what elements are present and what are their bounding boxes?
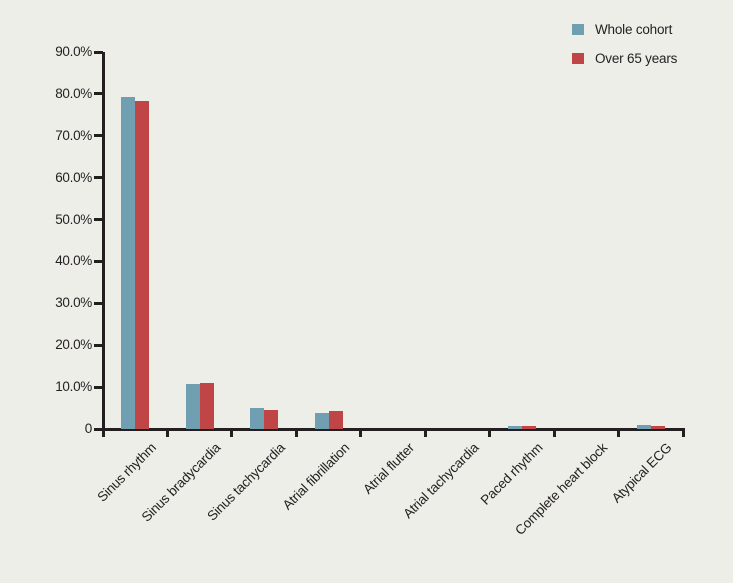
y-tick-label-90: 90.0% bbox=[55, 44, 92, 59]
x-category-label-sinus-rhythm: Sinus rhythm bbox=[94, 440, 159, 505]
y-tick-label-40: 40.0% bbox=[55, 253, 92, 269]
y-tick-30 bbox=[94, 301, 103, 305]
bar-over-65-years-sinus-rhythm bbox=[135, 100, 150, 429]
bar-whole-cohort-sinus-tachycardia bbox=[250, 408, 265, 429]
x-axis-line bbox=[102, 428, 684, 431]
x-tick-0 bbox=[101, 428, 105, 437]
y-tick-10 bbox=[94, 385, 103, 389]
bar-whole-cohort-sinus-rhythm bbox=[121, 97, 136, 429]
y-tick-50 bbox=[94, 218, 103, 222]
legend-label-whole-cohort: Whole cohort bbox=[595, 21, 673, 37]
y-tick-label-70: 70.0% bbox=[55, 127, 92, 143]
x-tick-6 bbox=[488, 428, 492, 437]
bar-whole-cohort-paced-rhythm bbox=[507, 426, 522, 429]
legend-swatch-whole-cohort bbox=[572, 23, 584, 35]
y-axis-line bbox=[102, 52, 105, 436]
x-tick-2 bbox=[230, 428, 234, 437]
x-tick-7 bbox=[552, 428, 556, 437]
x-tick-8 bbox=[617, 428, 621, 437]
y-tick-label-20: 20.0% bbox=[55, 337, 92, 353]
x-tick-5 bbox=[423, 428, 427, 437]
bar-over-65-years-atrial-fibrillation bbox=[328, 410, 343, 429]
y-tick-40 bbox=[94, 259, 103, 263]
bar-whole-cohort-atrial-fibrillation bbox=[314, 413, 329, 429]
y-tick-label-60: 60.0% bbox=[55, 169, 92, 185]
y-tick-label-50: 50.0% bbox=[55, 211, 92, 227]
bar-over-65-years-paced-rhythm bbox=[521, 425, 536, 429]
x-tick-3 bbox=[294, 428, 298, 437]
y-tick-70 bbox=[94, 134, 103, 138]
legend-item-whole-cohort: Whole cohort bbox=[572, 19, 677, 39]
x-category-label-atrial-flutter: Atrial flutter bbox=[359, 440, 417, 497]
x-category-label-paced-rhythm: Paced rhythm bbox=[477, 440, 546, 508]
chart-legend: Whole cohort Over 65 years bbox=[572, 19, 677, 77]
x-category-label-atypical-ecg: Atypical ECG bbox=[608, 440, 675, 506]
bar-whole-cohort-atypical-ecg bbox=[636, 424, 651, 429]
y-tick-20 bbox=[94, 343, 103, 347]
x-tick-9 bbox=[681, 428, 685, 437]
x-category-label-atrial-fibrillation: Atrial fibrillation bbox=[279, 440, 353, 513]
y-tick-label-10: 10.0% bbox=[55, 379, 92, 395]
bar-over-65-years-atypical-ecg bbox=[650, 426, 665, 429]
bar-whole-cohort-sinus-bradycardia bbox=[185, 383, 200, 429]
y-tick-label-0: 0 bbox=[84, 421, 93, 436]
x-tick-4 bbox=[359, 428, 363, 437]
y-tick-0 bbox=[94, 427, 103, 431]
y-tick-80 bbox=[94, 92, 103, 96]
y-tick-label-30: 30.0% bbox=[55, 295, 92, 311]
bar-over-65-years-sinus-bradycardia bbox=[199, 382, 214, 429]
legend-swatch-over-65-years bbox=[572, 52, 584, 64]
legend-label-over-65-years: Over 65 years bbox=[595, 50, 678, 66]
legend-item-over-65-years: Over 65 years bbox=[572, 48, 677, 68]
y-tick-90 bbox=[94, 50, 103, 54]
y-tick-label-80: 80.0% bbox=[55, 85, 92, 101]
bar-over-65-years-sinus-tachycardia bbox=[264, 410, 279, 429]
x-tick-1 bbox=[165, 428, 169, 437]
y-tick-60 bbox=[94, 176, 103, 180]
